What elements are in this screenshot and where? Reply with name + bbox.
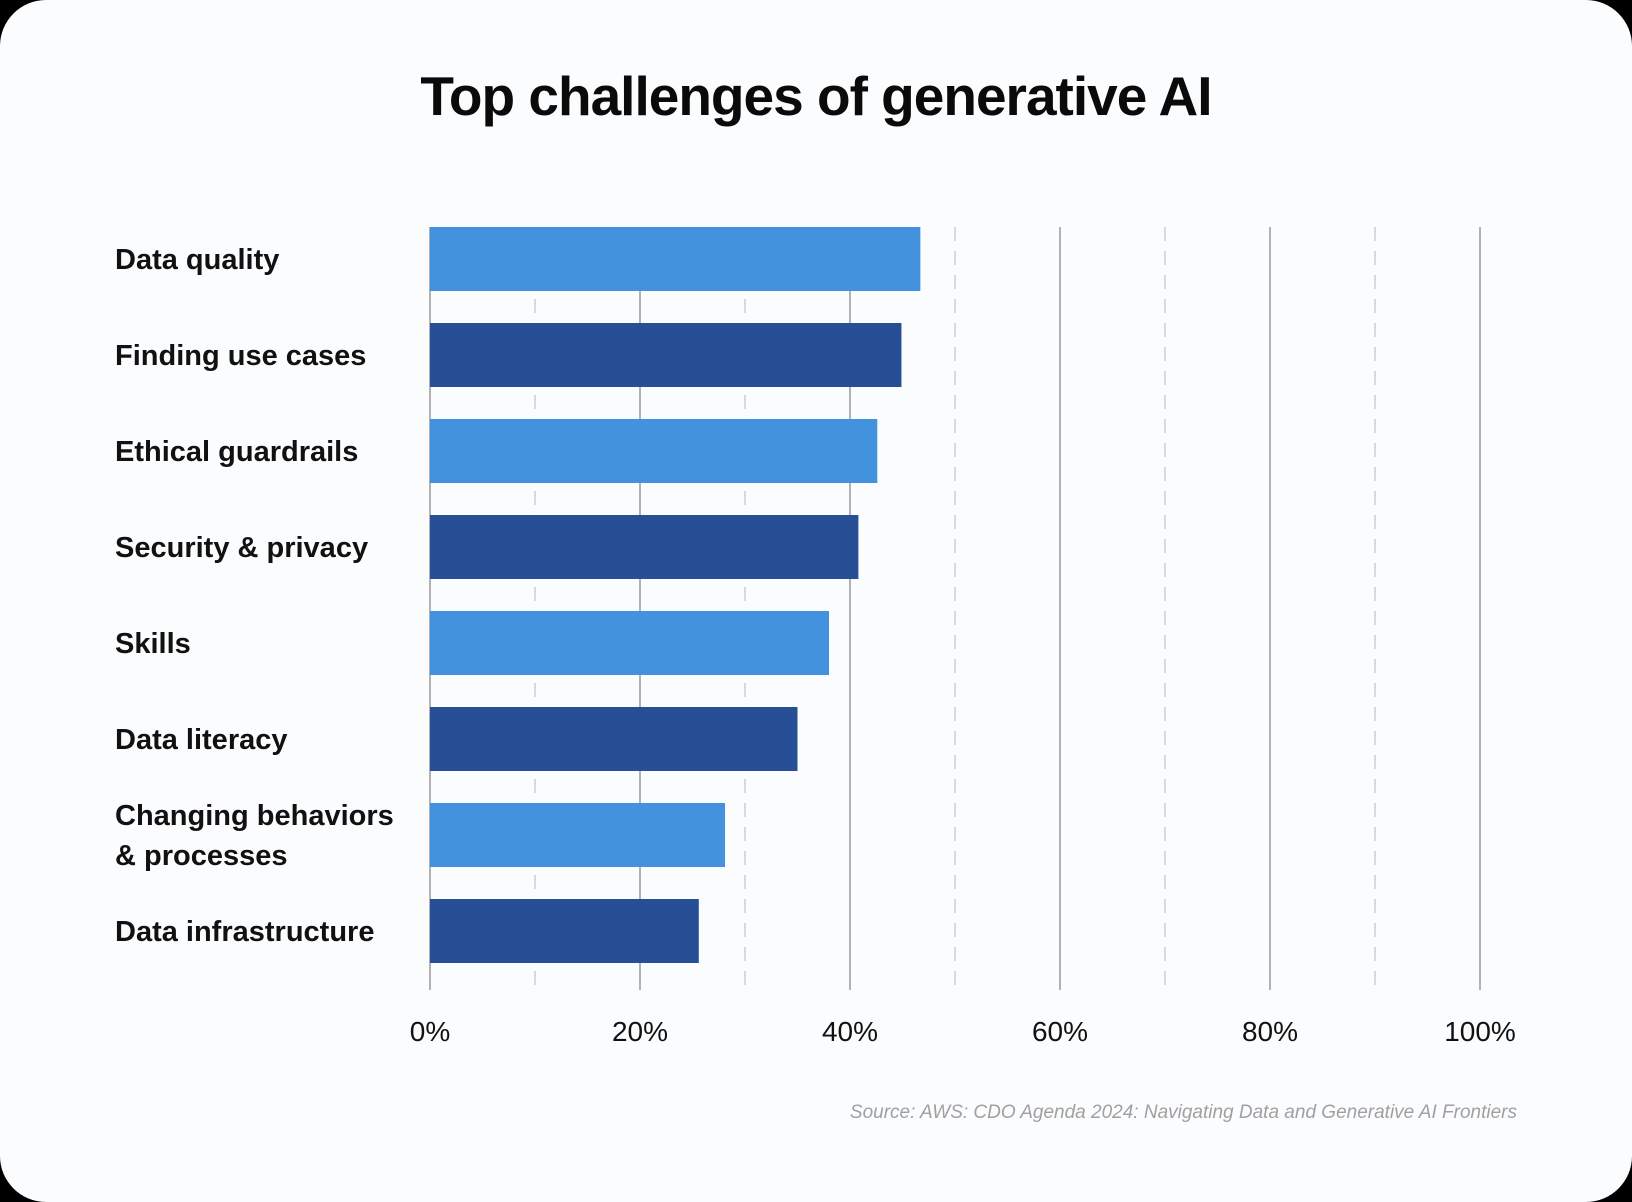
category-label-3: Security & privacy [115, 532, 368, 564]
x-tick-label-80: 80% [1242, 1016, 1298, 1047]
x-tick-label-60: 60% [1032, 1016, 1088, 1047]
category-label-7: Data infrastructure [115, 916, 374, 948]
category-label-2: Ethical guardrails [115, 436, 358, 468]
category-label-line: Data quality [115, 244, 279, 276]
category-label-4: Skills [115, 628, 191, 660]
bar-5 [430, 707, 798, 771]
bar-0 [430, 227, 921, 291]
bar-3 [430, 515, 859, 579]
bar-7 [430, 899, 699, 963]
category-label-5: Data literacy [115, 724, 288, 756]
x-tick-label-20: 20% [612, 1016, 668, 1047]
x-tick-label-40: 40% [822, 1016, 878, 1047]
bar-6 [430, 803, 726, 867]
source-note: Source: AWS: CDO Agenda 2024: Navigating… [849, 1102, 1517, 1123]
bar-2 [430, 419, 878, 483]
x-tick-label-100: 100% [1444, 1016, 1516, 1047]
category-label-line: Security & privacy [115, 532, 368, 564]
category-label-line: Data literacy [115, 724, 288, 756]
category-label-line: Data infrastructure [115, 916, 374, 948]
chart-title: Top challenges of generative AI [420, 65, 1212, 127]
category-label-line: Ethical guardrails [115, 436, 358, 468]
category-label-line: Changing behaviors [115, 800, 394, 832]
bar-1 [430, 323, 902, 387]
category-label-line: Skills [115, 628, 191, 660]
category-label-1: Finding use cases [115, 340, 366, 372]
bar-4 [430, 611, 829, 675]
category-label-6: Changing behaviors & processes [115, 800, 394, 872]
category-label-line: Finding use cases [115, 340, 366, 372]
category-label-line: & processes [115, 840, 288, 872]
x-tick-label-0: 0% [410, 1016, 450, 1047]
category-label-0: Data quality [115, 244, 279, 276]
